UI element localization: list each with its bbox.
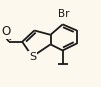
Text: S: S (29, 52, 36, 62)
Text: Br: Br (58, 9, 69, 19)
Text: O: O (2, 25, 11, 38)
